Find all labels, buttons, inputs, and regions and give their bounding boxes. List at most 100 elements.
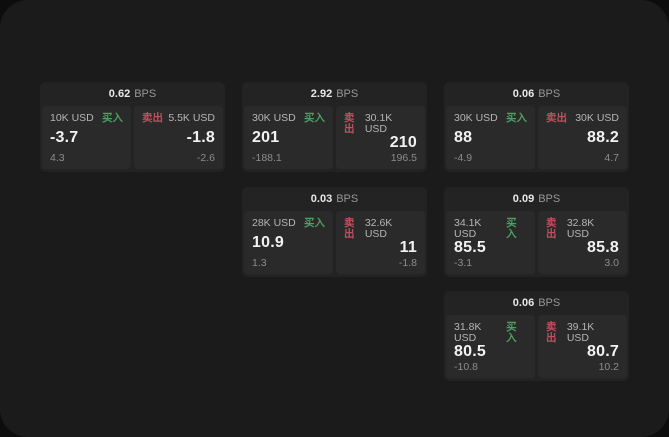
buy-side-label: 买入 [506, 321, 517, 344]
quote-card: 0.03 BPS 28K USD 买入 10.9 1.3 卖出 32.6K US… [242, 187, 427, 277]
bps-value: 0.03 [310, 193, 333, 205]
sell-panel[interactable]: 卖出 39.1K USD 80.7 10.2 [538, 315, 627, 378]
sell-panel[interactable]: 卖出 32.6K USD 11 -1.8 [336, 211, 425, 274]
buy-panel-top-row: 31.8K USD 买入 [454, 322, 527, 343]
buy-sell-panels: 10K USD 买入 -3.7 4.3 卖出 5.5K USD -1.8 -2.… [40, 106, 225, 169]
buy-amount-label: 28K USD [252, 217, 296, 229]
buy-panel-top-row: 10K USD 买入 [50, 113, 123, 124]
buy-panel-top-row: 28K USD 买入 [252, 218, 325, 229]
buy-sub-value: -188.1 [252, 151, 282, 164]
sell-amount-label: 39.1K USD [566, 321, 595, 344]
sell-panel-top-row: 卖出 32.8K USD [546, 218, 619, 239]
bps-header: 0.09 BPS [444, 187, 629, 211]
buy-panel[interactable]: 34.1K USD 买入 85.5 -3.1 [446, 211, 535, 274]
sell-main-value: 210 [389, 134, 417, 152]
buy-main-value: 10.9 [252, 234, 284, 251]
sell-amount-label: 30K USD [575, 112, 619, 124]
buy-side-label: 买入 [304, 217, 325, 229]
sell-side-label: 卖出 [546, 321, 557, 344]
sell-amount-label: 32.6K USD [364, 217, 393, 240]
buy-sub-value: -10.8 [454, 360, 478, 373]
buy-sub-value: 4.3 [50, 151, 65, 164]
buy-side-label: 买入 [506, 112, 527, 124]
sell-panel[interactable]: 卖出 32.8K USD 85.8 3.0 [538, 211, 627, 274]
buy-sell-panels: 34.1K USD 买入 85.5 -3.1 卖出 32.8K USD 85.8… [444, 211, 629, 274]
sell-amount-label: 5.5K USD [168, 112, 215, 124]
sell-panel-top-row: 卖出 30.1K USD [344, 113, 417, 134]
sell-sub-value: -1.8 [398, 256, 417, 269]
buy-sell-panels: 30K USD 买入 201 -188.1 卖出 30.1K USD 210 1… [242, 106, 427, 169]
bps-header: 0.06 BPS [444, 291, 629, 315]
sell-main-value: 11 [399, 239, 417, 257]
sell-sub-value: -2.6 [196, 151, 215, 164]
buy-side-label: 买入 [304, 112, 325, 124]
bps-header: 0.62 BPS [40, 82, 225, 106]
sell-sub-value: 3.0 [604, 256, 619, 269]
bps-value: 0.09 [512, 193, 535, 205]
bps-header: 0.06 BPS [444, 82, 629, 106]
quote-card: 0.62 BPS 10K USD 买入 -3.7 4.3 卖出 5.5K USD… [40, 82, 225, 172]
buy-main-value: 80.5 [454, 343, 486, 361]
sell-panel[interactable]: 卖出 30K USD 88.2 4.7 [538, 106, 627, 169]
sell-side-label: 卖出 [142, 112, 163, 124]
buy-sell-panels: 31.8K USD 买入 80.5 -10.8 卖出 39.1K USD 80.… [444, 315, 629, 378]
buy-sell-panels: 28K USD 买入 10.9 1.3 卖出 32.6K USD 11 -1.8 [242, 211, 427, 274]
quote-card: 0.09 BPS 34.1K USD 买入 85.5 -3.1 卖出 32.8K… [444, 187, 629, 277]
buy-panel-top-row: 34.1K USD 买入 [454, 218, 527, 239]
sell-main-value: 85.8 [587, 239, 619, 257]
sell-main-value: -1.8 [186, 129, 215, 146]
sell-sub-value: 10.2 [598, 360, 619, 373]
bps-unit-label: BPS [538, 88, 561, 100]
sell-panel[interactable]: 卖出 5.5K USD -1.8 -2.6 [134, 106, 223, 169]
bps-unit-label: BPS [538, 193, 561, 205]
bps-header: 2.92 BPS [242, 82, 427, 106]
bps-value: 0.06 [512, 297, 535, 309]
sell-side-label: 卖出 [344, 217, 355, 240]
buy-sub-value: -3.1 [454, 256, 473, 269]
sell-panel[interactable]: 卖出 30.1K USD 210 196.5 [336, 106, 425, 169]
sell-side-label: 卖出 [546, 112, 567, 124]
sell-side-label: 卖出 [546, 217, 557, 240]
sell-panel-top-row: 卖出 5.5K USD [142, 113, 215, 124]
buy-side-label: 买入 [506, 217, 517, 240]
buy-amount-label: 31.8K USD [454, 321, 482, 344]
buy-panel[interactable]: 30K USD 买入 88 -4.9 [446, 106, 535, 169]
sell-sub-value: 196.5 [390, 151, 417, 164]
buy-sub-value: -4.9 [454, 151, 473, 164]
sell-main-value: 80.7 [587, 343, 619, 361]
bps-value: 0.62 [108, 88, 131, 100]
buy-main-value: 88 [454, 129, 473, 146]
buy-amount-label: 10K USD [50, 112, 94, 124]
buy-side-label: 买入 [102, 112, 123, 124]
buy-panel-top-row: 30K USD 买入 [252, 113, 325, 124]
quote-card: 2.92 BPS 30K USD 买入 201 -188.1 卖出 30.1K … [242, 82, 427, 172]
quote-card: 0.06 BPS 30K USD 买入 88 -4.9 卖出 30K USD 8… [444, 82, 629, 172]
sell-amount-label: 30.1K USD [364, 112, 393, 135]
buy-panel[interactable]: 30K USD 买入 201 -188.1 [244, 106, 333, 169]
bps-unit-label: BPS [134, 88, 157, 100]
buy-panel[interactable]: 28K USD 买入 10.9 1.3 [244, 211, 333, 274]
sell-panel-top-row: 卖出 32.6K USD [344, 218, 417, 239]
quote-card: 0.06 BPS 31.8K USD 买入 80.5 -10.8 卖出 39.1… [444, 291, 629, 381]
buy-amount-label: 34.1K USD [454, 217, 482, 240]
buy-panel-top-row: 30K USD 买入 [454, 113, 527, 124]
bps-unit-label: BPS [336, 193, 359, 205]
buy-main-value: 85.5 [454, 239, 486, 257]
sell-panel-top-row: 卖出 30K USD [546, 113, 619, 124]
sell-side-label: 卖出 [344, 112, 355, 135]
buy-main-value: -3.7 [50, 129, 79, 146]
bps-value: 2.92 [310, 88, 333, 100]
buy-main-value: 201 [252, 129, 280, 146]
sell-main-value: 88.2 [587, 129, 619, 146]
bps-value: 0.06 [512, 88, 535, 100]
buy-sub-value: 1.3 [252, 256, 267, 269]
sell-amount-label: 32.8K USD [566, 217, 595, 240]
buy-amount-label: 30K USD [252, 112, 296, 124]
buy-panel[interactable]: 31.8K USD 买入 80.5 -10.8 [446, 315, 535, 378]
buy-panel[interactable]: 10K USD 买入 -3.7 4.3 [42, 106, 131, 169]
bps-header: 0.03 BPS [242, 187, 427, 211]
buy-amount-label: 30K USD [454, 112, 498, 124]
buy-sell-panels: 30K USD 买入 88 -4.9 卖出 30K USD 88.2 4.7 [444, 106, 629, 169]
sell-panel-top-row: 卖出 39.1K USD [546, 322, 619, 343]
